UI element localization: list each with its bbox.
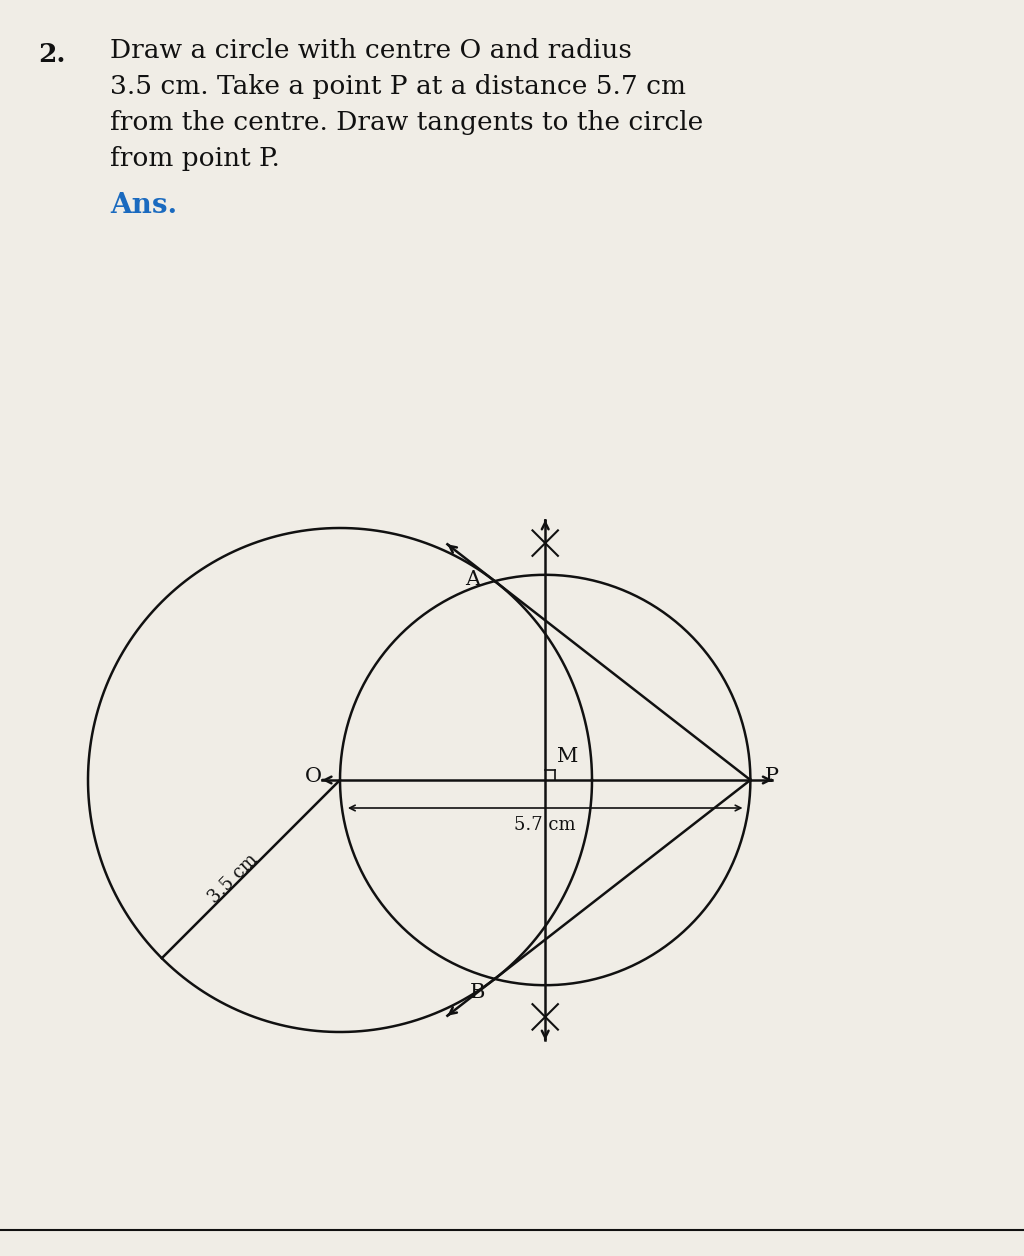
Text: A: A [466,570,480,589]
Text: 5.7 cm: 5.7 cm [514,816,577,834]
Text: M: M [557,747,579,766]
Text: O: O [305,766,322,785]
Text: 2.: 2. [38,41,66,67]
Text: P: P [764,766,778,785]
Text: B: B [469,983,484,1002]
Text: 3.5 cm. Take a point P at a distance 5.7 cm: 3.5 cm. Take a point P at a distance 5.7… [110,74,686,99]
Text: from the centre. Draw tangents to the circle: from the centre. Draw tangents to the ci… [110,111,703,134]
Text: 3.5 cm: 3.5 cm [205,850,261,907]
Text: Draw a circle with centre O and radius: Draw a circle with centre O and radius [110,38,632,63]
Text: Ans.: Ans. [110,192,177,219]
Text: from point P.: from point P. [110,146,280,171]
